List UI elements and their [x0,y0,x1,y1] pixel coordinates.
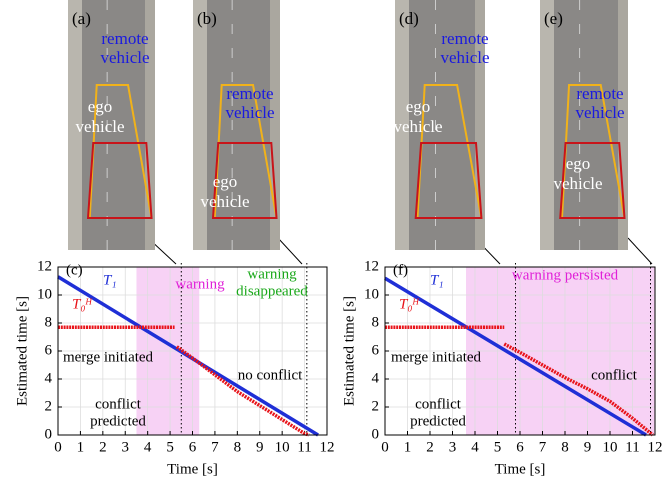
annotation: disappeared [236,283,308,299]
series-label: T₀ᴴ [72,296,93,312]
remote-label: remote [226,84,273,103]
x-tick-label: 12 [320,439,335,455]
remote-label: vehicle [225,103,274,122]
x-tick-label: 2 [99,439,107,455]
remote-label: vehicle [100,48,149,67]
ego-label: vehicle [200,192,249,211]
x-tick-label: 3 [122,439,130,455]
x-tick-label: 8 [561,439,569,455]
x-tick-label: 1 [77,439,85,455]
x-tick-label: 8 [234,439,242,455]
panel-label: (c) [66,262,83,278]
y-tick-label: 6 [372,342,380,358]
x-tick-label: 5 [494,439,502,455]
x-tick-label: 0 [54,439,62,455]
annotation: merge initiated [391,349,482,365]
y-axis-label: Estimated time [s] [341,296,357,406]
x-axis-label: Time [s] [167,461,218,477]
x-tick-label: 9 [256,439,264,455]
x-tick-label: 11 [625,439,639,455]
x-tick-label: 11 [297,439,311,455]
annotation: merge initiated [63,349,154,365]
connector [278,238,302,264]
annotation: predicted [410,413,466,429]
ego-label: vehicle [553,174,602,193]
sidewalk [540,0,554,250]
remote-label: remote [101,29,148,48]
annotation: warning [247,266,297,282]
y-tick-label: 4 [45,370,53,386]
y-tick-label: 0 [372,426,380,442]
y-tick-label: 12 [364,258,379,274]
x-tick-label: 6 [516,439,524,455]
annotation: conflict [95,396,142,412]
ego-label: ego [406,97,431,116]
y-tick-label: 4 [372,370,380,386]
annotation: conflict [415,396,462,412]
y-tick-label: 6 [45,342,53,358]
y-axis-label: Estimated time [s] [14,296,30,406]
x-tick-label: 6 [189,439,197,455]
remote-label: vehicle [575,103,624,122]
y-tick-label: 8 [372,314,380,330]
x-tick-label: 0 [381,439,389,455]
series-label: T₀ᴴ [399,296,420,312]
annotation: conflict [591,367,638,383]
x-tick-label: 10 [275,439,290,455]
x-tick-label: 4 [144,439,152,455]
remote-label: remote [576,84,623,103]
x-tick-label: 3 [449,439,457,455]
series-label: T₁ [103,272,117,288]
y-tick-label: 8 [45,314,53,330]
ego-label: vehicle [75,117,124,136]
y-tick-label: 12 [37,258,52,274]
x-tick-label: 4 [471,439,479,455]
panel-label: (f) [393,262,408,278]
y-tick-label: 0 [45,426,53,442]
annotation: warning persisted [512,267,619,283]
x-tick-label: 1 [404,439,412,455]
x-tick-label: 7 [539,439,547,455]
panel-label: (b) [197,9,217,28]
remote-label: vehicle [440,48,489,67]
x-tick-label: 9 [584,439,592,455]
ego-label: ego [566,154,591,173]
ego-label: ego [213,172,238,191]
annotation: predicted [90,413,146,429]
ego-label: ego [88,97,113,116]
ego-label: vehicle [393,117,442,136]
x-tick-label: 7 [211,439,219,455]
y-tick-label: 10 [37,286,52,302]
y-tick-label: 10 [364,286,379,302]
x-tick-label: 12 [648,439,663,455]
x-tick-label: 2 [426,439,434,455]
sidewalk [193,0,207,250]
figure: (a)remotevehicleegovehicle(b)remotevehic… [0,0,671,485]
annotation: no conflict [238,367,303,383]
series-label: T₁ [430,272,444,288]
connector [628,238,652,264]
panel-label: (e) [544,9,563,28]
panel-label: (d) [399,9,419,28]
x-axis-label: Time [s] [495,461,546,477]
panel-label: (a) [72,9,91,28]
y-tick-label: 2 [372,398,380,414]
x-tick-label: 10 [603,439,618,455]
x-tick-label: 5 [166,439,174,455]
annotation: warning [175,276,225,292]
remote-label: remote [441,29,488,48]
y-tick-label: 2 [45,398,53,414]
